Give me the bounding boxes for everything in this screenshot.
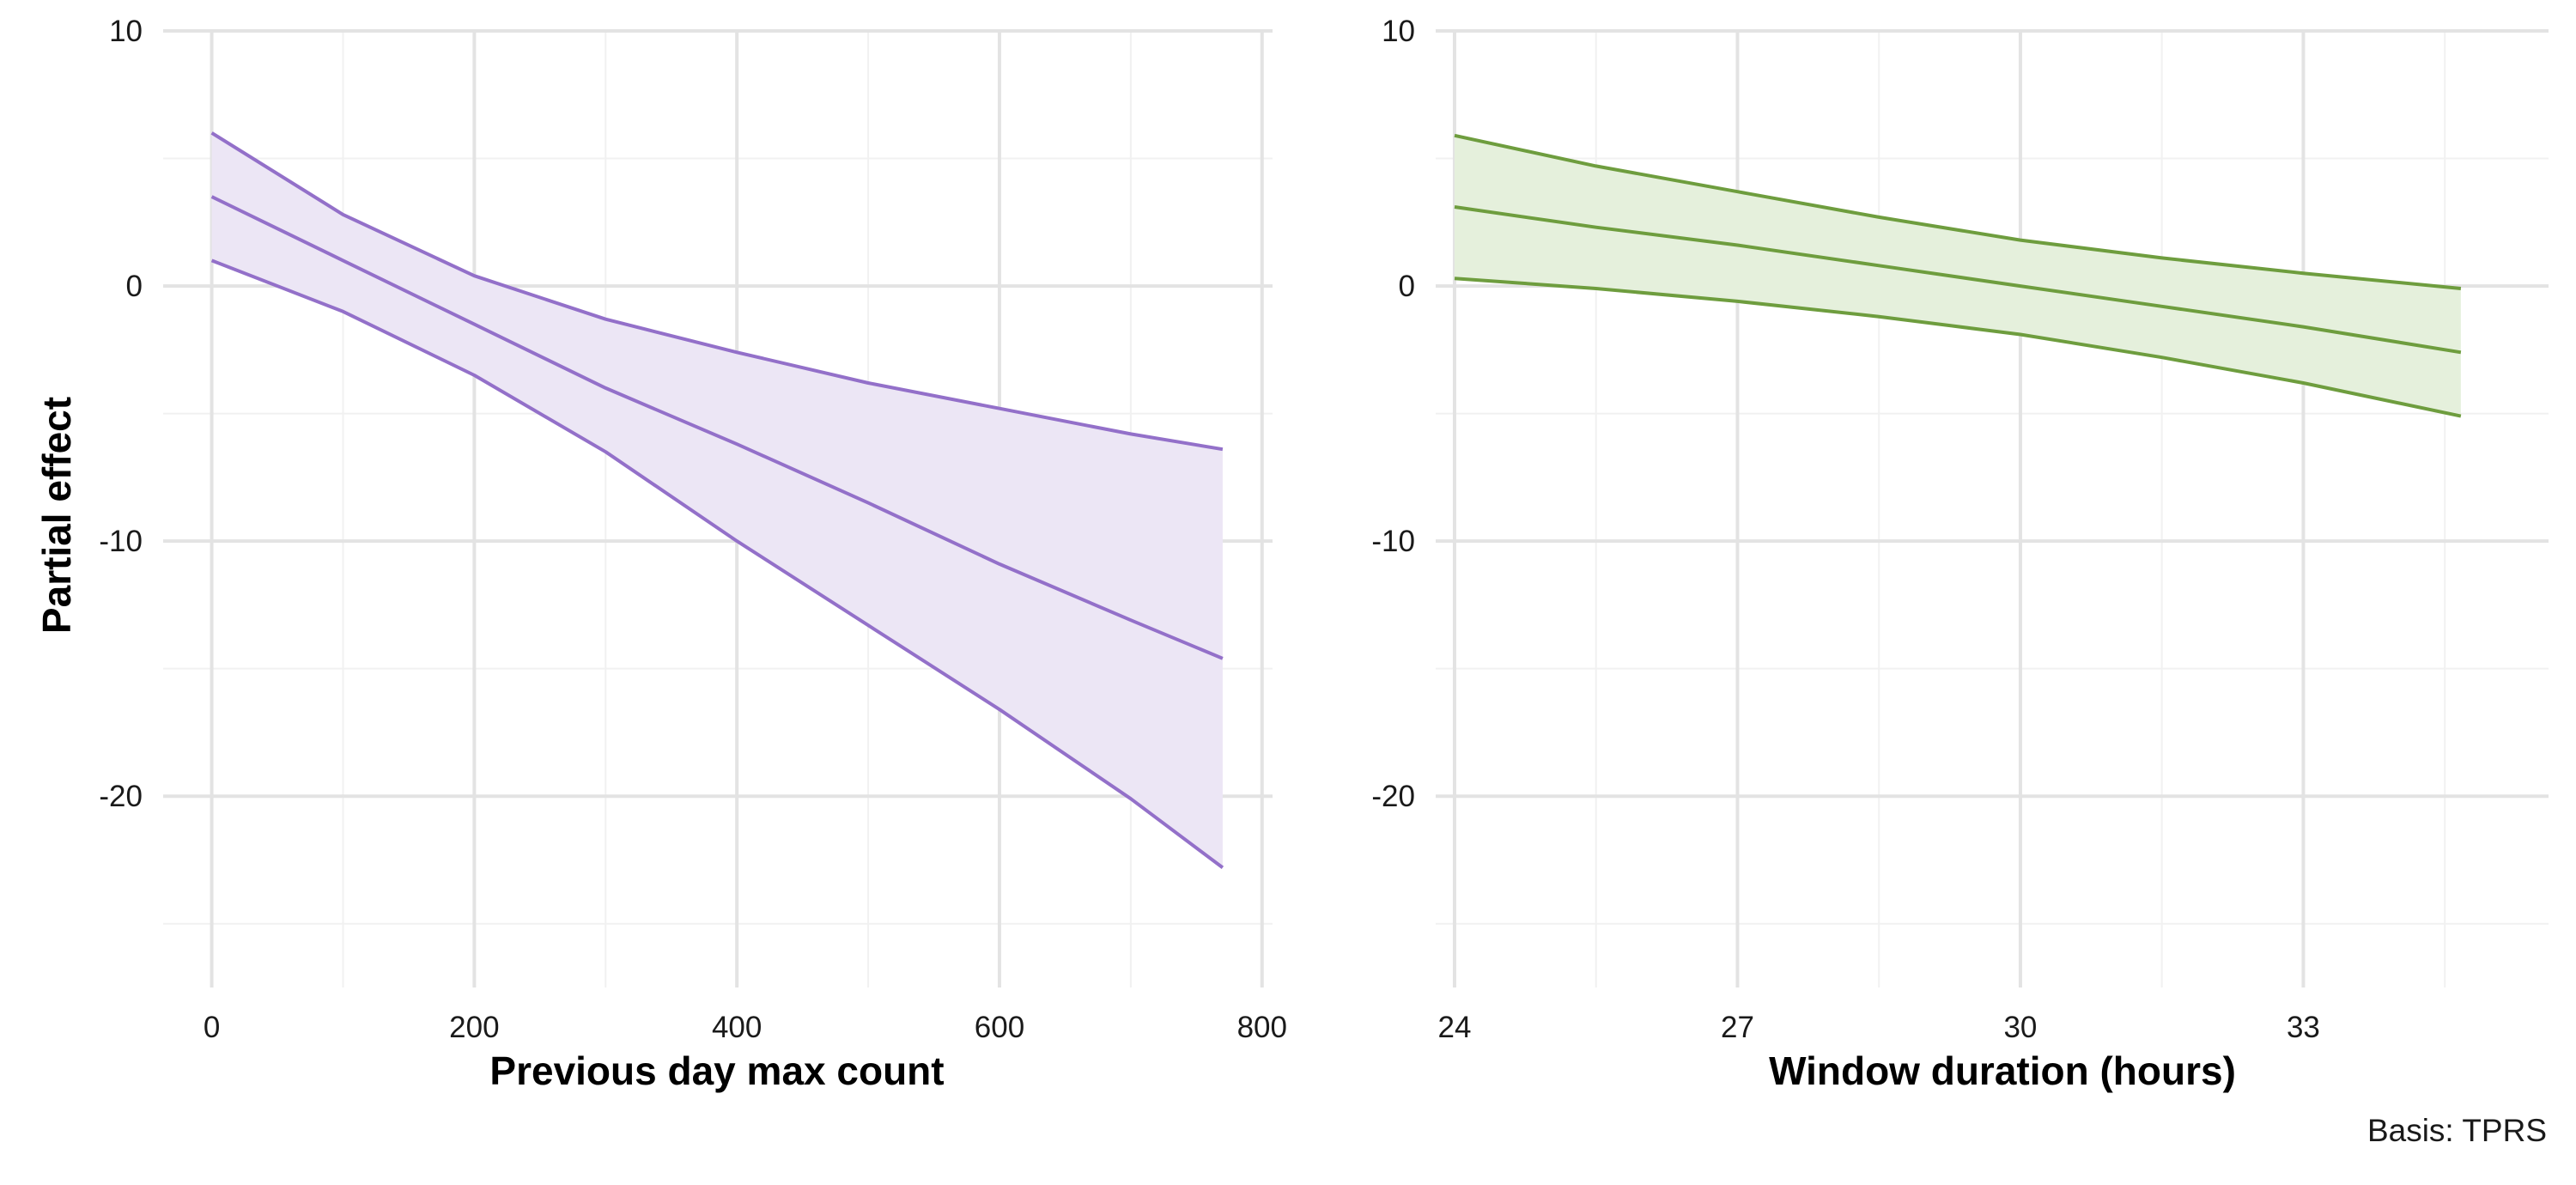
panel-1-y-tick-labels: 10 0 -10 -20 (99, 15, 143, 813)
panel-1-y-tick-label: -10 (99, 525, 143, 558)
panel-1-x-tick-labels: 0 200 400 600 800 (204, 1011, 1287, 1044)
panel-2-y-tick-label: 0 (1399, 270, 1415, 303)
panel-2-x-tick-labels: 24 27 30 33 (1437, 1011, 2319, 1044)
panel-2-y-tick-label: -10 (1371, 525, 1415, 558)
panel-2-fit-line (1454, 205, 2462, 355)
panel-1-grid (163, 29, 1273, 988)
panel-1-upper-line (210, 131, 1224, 452)
panel-2-x-tick-label: 27 (1721, 1011, 1754, 1044)
panel-window-duration: 10 0 -10 -20 24 27 30 33 Window duration (hour… (1371, 15, 2549, 1093)
panel-1-x-axis-title: Previous day max count (489, 1048, 944, 1093)
panel-1-confidence-band (211, 132, 1223, 868)
panel-1-x-tick-label: 200 (449, 1011, 499, 1044)
panel-2-grid (1436, 29, 2549, 988)
panel-2-x-axis-title: Window duration (hours) (1769, 1048, 2236, 1093)
basis-caption: Basis: TPRS (2367, 1113, 2547, 1148)
panel-1-lines (210, 131, 1224, 870)
panel-1-fit-line (210, 195, 1224, 660)
panel-previous-day-max-count: 10 0 -10 -20 0 200 400 600 800 Previous day max… (99, 15, 1287, 1093)
panel-2-x-tick-label: 30 (2003, 1011, 2037, 1044)
panel-2-upper-line (1454, 133, 2462, 290)
panel-1-x-tick-label: 0 (204, 1011, 220, 1044)
panel-1-y-tick-label: -20 (99, 780, 143, 813)
panel-2-lines (1454, 133, 2462, 418)
panel-1-y-tick-label: 0 (126, 270, 143, 303)
panel-1-lower-line (210, 258, 1224, 870)
panel-1-ci-band (211, 132, 1223, 868)
panel-2-y-tick-label: -20 (1371, 780, 1415, 813)
panel-2-y-tick-label: 10 (1382, 15, 1415, 48)
panel-2-lower-line (1454, 276, 2462, 418)
panel-1-x-tick-label: 600 (975, 1011, 1024, 1044)
panel-2-x-tick-label: 33 (2287, 1011, 2320, 1044)
panel-1-x-tick-label: 800 (1237, 1011, 1287, 1044)
y-axis-title: Partial effect (34, 397, 79, 634)
panel-2-y-tick-labels: 10 0 -10 -20 (1371, 15, 1415, 813)
panel-2-x-tick-label: 24 (1437, 1011, 1471, 1044)
panel-1-y-tick-label: 10 (109, 15, 143, 48)
panel-1-x-tick-label: 400 (712, 1011, 762, 1044)
